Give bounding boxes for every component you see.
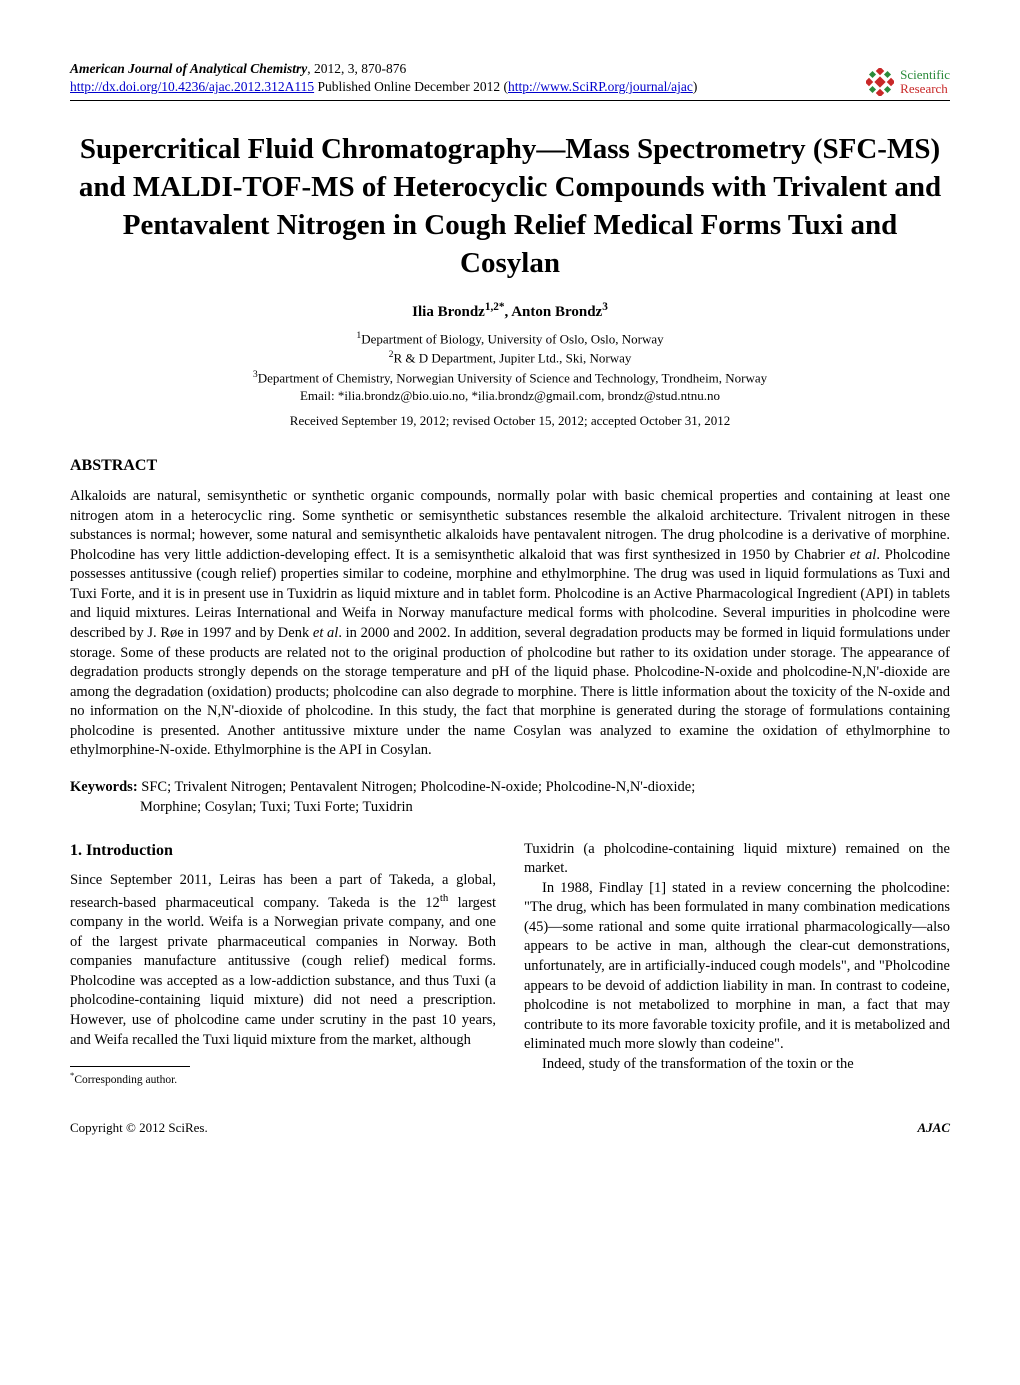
affiliation-3-text: Department of Chemistry, Norwegian Unive… — [258, 370, 767, 385]
footnote-text: Corresponding author. — [74, 1074, 177, 1086]
column-right: Tuxidrin (a pholcodine-containing liquid… — [524, 840, 950, 1089]
pub-text-close: ) — [693, 79, 698, 94]
authors-line: Ilia Brondz1,2*, Anton Brondz3 — [70, 300, 950, 323]
affiliation-1: 1Department of Biology, University of Os… — [70, 329, 950, 349]
header-right: Scientific Research — [866, 68, 950, 97]
logo-scientific: Scientific — [900, 68, 950, 82]
abstract-etal-2: et al — [313, 625, 338, 641]
column-left: 1. Introduction Since September 2011, Le… — [70, 840, 496, 1089]
keywords-label: Keywords: — [70, 779, 138, 795]
col2-paragraph-3: Indeed, study of the transformation of t… — [524, 1055, 950, 1075]
abstract-part-1: Alkaloids are natural, semisynthetic or … — [70, 488, 950, 563]
journal-line: American Journal of Analytical Chemistry… — [70, 60, 697, 78]
affiliation-2-text: R & D Department, Jupiter Ltd., Ski, Nor… — [393, 351, 631, 366]
affiliations: 1Department of Biology, University of Os… — [70, 329, 950, 406]
journal-issue: , 2012, 3, 870-876 — [307, 61, 406, 76]
logo-research: Research — [900, 82, 950, 96]
intro-p1-sup: th — [440, 892, 448, 904]
affiliation-2: 2R & D Department, Jupiter Ltd., Ski, No… — [70, 348, 950, 368]
scirp-logo-icon — [866, 68, 894, 96]
footer-copyright: Copyright © 2012 SciRes. — [70, 1120, 208, 1137]
abstract-heading: ABSTRACT — [70, 456, 950, 477]
keywords-line-1: Keywords: SFC; Trivalent Nitrogen; Penta… — [70, 777, 950, 797]
author-1-sup: 1,2* — [485, 301, 505, 313]
keywords-text-1: SFC; Trivalent Nitrogen; Pentavalent Nit… — [138, 779, 696, 795]
journal-name: American Journal of Analytical Chemistry — [70, 61, 307, 76]
doi-link[interactable]: http://dx.doi.org/10.4236/ajac.2012.312A… — [70, 79, 314, 94]
received-line: Received September 19, 2012; revised Oct… — [70, 413, 950, 430]
col2-paragraph-1: Tuxidrin (a pholcodine-containing liquid… — [524, 840, 950, 879]
two-column-body: 1. Introduction Since September 2011, Le… — [70, 840, 950, 1089]
col2-paragraph-2: In 1988, Findlay [1] stated in a review … — [524, 879, 950, 1055]
doi-line: http://dx.doi.org/10.4236/ajac.2012.312A… — [70, 78, 697, 96]
author-2-sup: 3 — [602, 301, 608, 313]
intro-heading: 1. Introduction — [70, 840, 496, 862]
intro-p1-a: Since September 2011, Leiras has been a … — [70, 872, 496, 910]
affiliation-1-text: Department of Biology, University of Osl… — [361, 331, 663, 346]
keywords-line-2: Morphine; Cosylan; Tuxi; Tuxi Forte; Tux… — [140, 797, 950, 817]
affiliation-3: 3Department of Chemistry, Norwegian Univ… — [70, 368, 950, 388]
scirp-link[interactable]: http://www.SciRP.org/journal/ajac — [508, 79, 693, 94]
intro-paragraph-1: Since September 2011, Leiras has been a … — [70, 871, 496, 1050]
abstract-etal-1: et al — [850, 547, 877, 563]
abstract-text: Alkaloids are natural, semisynthetic or … — [70, 487, 950, 761]
page-header: American Journal of Analytical Chemistry… — [70, 60, 950, 101]
emails-line: Email: *ilia.brondz@bio.uio.no, *ilia.br… — [70, 387, 950, 405]
footnote-rule — [70, 1066, 190, 1067]
footer-journal-abbr: AJAC — [917, 1120, 950, 1137]
abstract-part-3: . in 2000 and 2002. In addition, several… — [70, 625, 950, 758]
keywords-block: Keywords: SFC; Trivalent Nitrogen; Penta… — [70, 777, 950, 818]
paper-title: Supercritical Fluid Chromatography—Mass … — [70, 131, 950, 282]
author-1-name: Ilia Brondz — [412, 304, 485, 320]
header-left: American Journal of Analytical Chemistry… — [70, 60, 697, 96]
corresponding-footnote: *Corresponding author. — [70, 1070, 496, 1088]
pub-text: Published Online December 2012 ( — [314, 79, 508, 94]
scirp-logo-text: Scientific Research — [900, 68, 950, 97]
page-footer: Copyright © 2012 SciRes. AJAC — [70, 1120, 950, 1137]
intro-p1-b: largest company in the world. Weifa is a… — [70, 895, 496, 1048]
author-2-name: Anton Brondz — [511, 304, 602, 320]
